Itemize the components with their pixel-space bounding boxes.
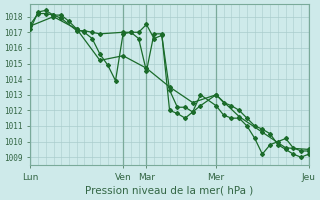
X-axis label: Pression niveau de la mer( hPa ): Pression niveau de la mer( hPa ) xyxy=(85,186,254,196)
